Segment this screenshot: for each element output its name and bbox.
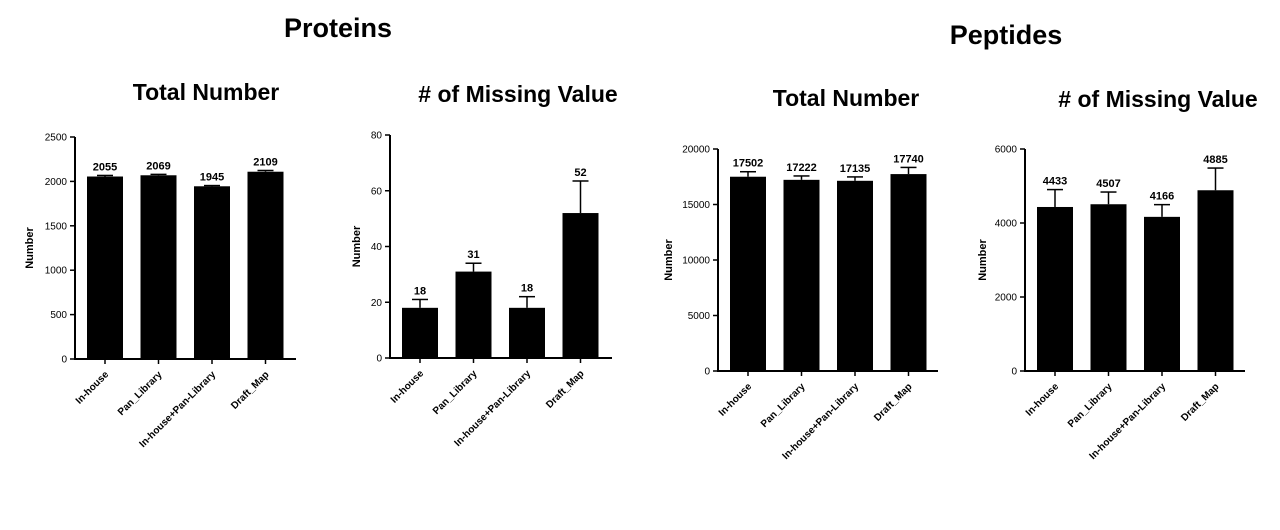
chart-2-y-tick-label: 10000 <box>682 256 710 267</box>
chart-2-data-label-2: 17135 <box>840 163 871 175</box>
chart-2-bar-0 <box>730 176 766 371</box>
chart-1-data-label-2: 18 <box>521 283 533 295</box>
chart-3-data-label-1: 4507 <box>1096 178 1120 190</box>
chart-2-y-axis-label: Number <box>663 239 675 281</box>
chart-2-category-label-1: Pan_Library <box>759 381 808 430</box>
chart-2-y-tick-label: 0 <box>704 367 710 378</box>
chart-3-category-label-1: Pan_Library <box>1066 381 1115 430</box>
chart-2-y-tick-label: 20000 <box>682 145 710 156</box>
chart-0-data-label-2: 1945 <box>200 172 224 184</box>
chart-2-y-tick-label: 15000 <box>682 200 710 211</box>
chart-1-y-tick-label: 60 <box>371 186 383 197</box>
chart-1-data-label-3: 52 <box>574 167 586 179</box>
chart-3-bar-2 <box>1144 216 1180 371</box>
chart-2-data-label-1: 17222 <box>786 162 817 174</box>
chart-2-bar-3 <box>890 174 927 371</box>
chart-3-data-label-2: 4166 <box>1150 191 1174 203</box>
chart-0-y-tick-label: 1500 <box>45 221 68 232</box>
chart-0-category-label-0: In-house <box>74 369 112 407</box>
chart-0-y-axis-label: Number <box>24 227 36 269</box>
chart-3-y-axis-label: Number <box>977 239 989 281</box>
chart-2-data-label-0: 17502 <box>733 158 764 170</box>
group-title-proteins: Proteins <box>284 13 392 43</box>
chart-2-y-tick-label: 5000 <box>688 311 711 322</box>
chart-1-y-tick-label: 20 <box>371 298 383 309</box>
chart-1-bar-2 <box>509 307 545 358</box>
chart-2-data-label-3: 17740 <box>893 153 924 165</box>
chart-1-data-label-0: 18 <box>414 285 426 297</box>
chart-0-title: Total Number <box>133 79 280 105</box>
chart-1-category-label-1: Pan_Library <box>431 368 480 417</box>
chart-3-bar-3 <box>1197 190 1234 371</box>
chart-3-data-label-0: 4433 <box>1043 176 1067 188</box>
chart-1-category-label-3: Draft_Map <box>544 368 586 410</box>
chart-0-bar-2 <box>194 186 230 359</box>
chart-0-data-label-1: 2069 <box>146 160 170 172</box>
chart-3-bar-1 <box>1090 204 1127 371</box>
chart-0-y-tick-label: 500 <box>50 310 67 321</box>
chart-1-data-label-1: 31 <box>467 249 479 261</box>
chart-3-category-label-0: In-house <box>1024 381 1062 419</box>
chart-0-y-tick-label: 1000 <box>45 266 68 277</box>
chart-2-category-label-3: Draft_Map <box>872 381 914 423</box>
chart-3-title: # of Missing Value <box>1058 86 1257 112</box>
chart-0-data-label-3: 2109 <box>253 156 277 168</box>
chart-0-category-label-3: Draft_Map <box>229 369 271 411</box>
chart-2-bar-1 <box>783 179 820 371</box>
chart-1-title: # of Missing Value <box>418 81 617 107</box>
chart-3-y-tick-label: 0 <box>1011 367 1017 378</box>
chart-2-category-label-0: In-house <box>717 381 755 419</box>
chart-0-category-label-1: Pan_Library <box>116 369 165 418</box>
chart-1-bar-1 <box>455 271 492 358</box>
chart-1-y-axis-label: Number <box>351 225 363 267</box>
chart-0-bar-0 <box>87 176 123 359</box>
chart-3-data-label-3: 4885 <box>1203 154 1227 166</box>
chart-1-y-tick-label: 0 <box>376 354 382 365</box>
chart-3-y-tick-label: 4000 <box>995 219 1018 230</box>
chart-1-bar-0 <box>402 307 438 358</box>
chart-0-data-label-0: 2055 <box>93 161 117 173</box>
chart-0-bar-3 <box>247 171 284 359</box>
chart-3-y-tick-label: 2000 <box>995 293 1018 304</box>
chart-2-bar-2 <box>837 180 873 371</box>
chart-1-y-tick-label: 80 <box>371 131 383 142</box>
chart-0-bar-1 <box>140 175 177 359</box>
chart-0-y-tick-label: 2000 <box>45 177 68 188</box>
chart-1-bar-3 <box>562 213 599 358</box>
chart-0-y-tick-label: 2500 <box>45 133 68 144</box>
chart-1-y-tick-label: 40 <box>371 242 383 253</box>
chart-3-bar-0 <box>1037 206 1073 371</box>
chart-2-title: Total Number <box>773 85 920 111</box>
chart-1-category-label-0: In-house <box>389 368 427 406</box>
group-title-peptides: Peptides <box>950 20 1063 50</box>
chart-3-y-tick-label: 6000 <box>995 145 1018 156</box>
chart-3-category-label-3: Draft_Map <box>1179 381 1221 423</box>
chart-0-y-tick-label: 0 <box>61 355 67 366</box>
